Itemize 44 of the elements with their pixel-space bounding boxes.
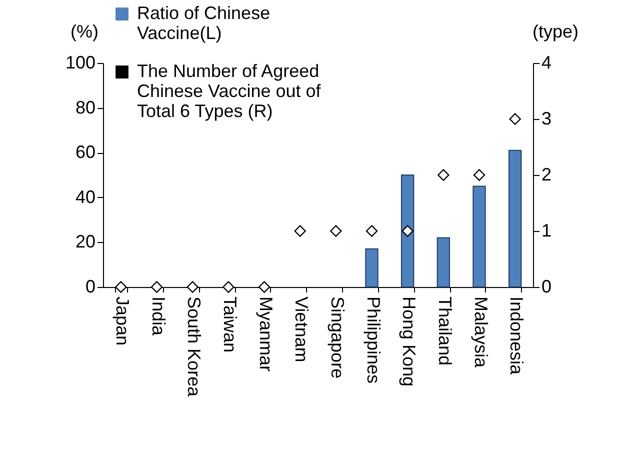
point	[258, 281, 270, 293]
x-tick-label: Myanmar	[256, 296, 276, 372]
point	[402, 225, 414, 237]
point	[186, 281, 198, 293]
legend-label: Ratio of Chinese Vaccine(L)	[137, 3, 270, 43]
y2-tick-label: 0	[542, 276, 552, 296]
y-tick-label: 100	[65, 52, 96, 72]
bar	[436, 237, 450, 288]
x-tick-label: Japan	[112, 296, 132, 346]
point	[438, 169, 450, 181]
x-tick-label: Indonesia	[506, 296, 527, 376]
y-tick-label: 0	[85, 276, 96, 296]
y2-tick-label: 1	[542, 220, 552, 240]
y2-axis-title: (type)	[532, 22, 578, 42]
x-tick-label: Hong Kong	[399, 296, 420, 387]
point	[509, 113, 521, 125]
bar	[400, 174, 414, 288]
y-tick-label: 80	[75, 97, 96, 118]
x-tick-label: Vietnam	[292, 296, 312, 362]
x-tick-label: South Korea	[184, 296, 204, 398]
point	[366, 225, 378, 237]
point	[150, 281, 163, 293]
y2-tick-label: 4	[542, 52, 552, 72]
legend-label: The Number of Agreed Chinese Vaccine out of Total 6 Types (R)	[137, 61, 322, 121]
bar	[365, 248, 378, 288]
bar	[508, 150, 522, 288]
y2-tick-label: 2	[542, 164, 552, 184]
x-tick-label: Malaysia	[470, 296, 491, 369]
point	[115, 281, 127, 293]
bar	[472, 186, 486, 288]
y-tick-label: 20	[75, 232, 96, 252]
y-tick-label: 40	[75, 186, 96, 207]
point	[473, 169, 486, 181]
point	[222, 281, 234, 293]
x-tick-label: Taiwan	[220, 296, 240, 353]
x-tick-label: Philippines	[363, 296, 384, 384]
x-tick-label: Singapore	[327, 296, 348, 379]
point	[330, 225, 342, 237]
y-axis-title: (%)	[70, 22, 98, 42]
y2-tick-label: 3	[542, 108, 552, 128]
point	[294, 225, 306, 237]
x-tick-label: India	[148, 296, 168, 337]
x-tick-label: Thailand	[434, 296, 455, 366]
y-tick-label: 60	[75, 142, 96, 162]
